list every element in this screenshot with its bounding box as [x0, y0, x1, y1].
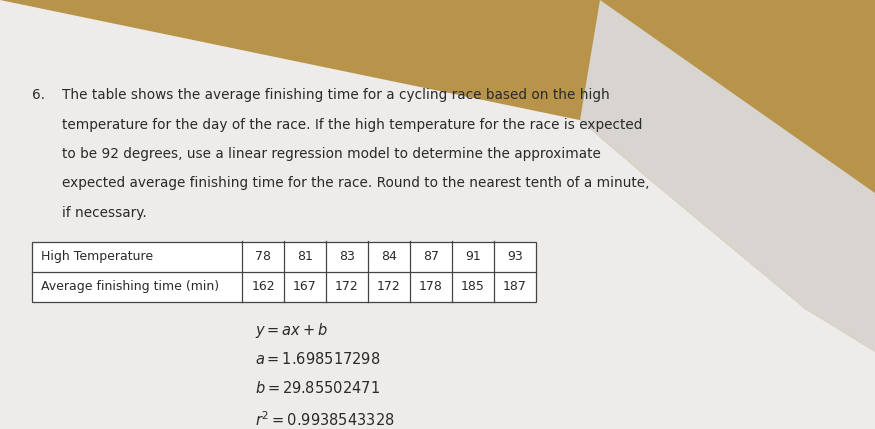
Text: if necessary.: if necessary.: [62, 206, 147, 220]
Text: 78: 78: [255, 250, 271, 263]
Text: 167: 167: [293, 280, 317, 293]
Text: Average finishing time (min): Average finishing time (min): [41, 280, 219, 293]
Text: 91: 91: [466, 250, 481, 263]
Text: The table shows the average finishing time for a cycling race based on the high: The table shows the average finishing ti…: [62, 88, 610, 102]
Text: 178: 178: [419, 280, 443, 293]
Text: High Temperature: High Temperature: [41, 250, 153, 263]
Text: temperature for the day of the race. If the high temperature for the race is exp: temperature for the day of the race. If …: [62, 118, 642, 132]
Bar: [32, 242, 536, 302]
Text: 84: 84: [381, 250, 397, 263]
Text: 185: 185: [461, 280, 485, 293]
Text: $b = 29.85502471$: $b = 29.85502471$: [255, 381, 380, 396]
Text: 83: 83: [340, 250, 355, 263]
Text: 87: 87: [423, 250, 439, 263]
Text: 81: 81: [298, 250, 313, 263]
Text: 93: 93: [507, 250, 523, 263]
Text: 172: 172: [335, 280, 359, 293]
Text: 162: 162: [251, 280, 275, 293]
Text: $y = ax + b$: $y = ax + b$: [255, 321, 328, 341]
Text: 6.: 6.: [32, 88, 45, 102]
Text: to be 92 degrees, use a linear regression model to determine the approximate: to be 92 degrees, use a linear regressio…: [62, 147, 601, 161]
Polygon shape: [580, 0, 875, 352]
Text: 172: 172: [377, 280, 401, 293]
Text: 187: 187: [503, 280, 527, 293]
Text: expected average finishing time for the race. Round to the nearest tenth of a mi: expected average finishing time for the …: [62, 176, 649, 190]
Text: $r^2 = 0.9938543328$: $r^2 = 0.9938543328$: [255, 410, 395, 429]
Text: $a = 1.698517298$: $a = 1.698517298$: [255, 351, 381, 367]
